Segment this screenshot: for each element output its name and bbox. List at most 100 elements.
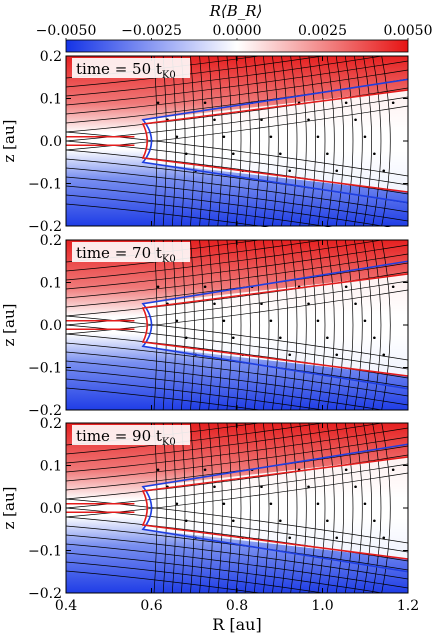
streamline-arrow bbox=[288, 353, 292, 357]
streamline bbox=[66, 167, 408, 213]
streamline bbox=[217, 423, 223, 593]
y-tick-label: −0.2 bbox=[28, 219, 62, 235]
streamline bbox=[326, 423, 335, 593]
streamline-arrow bbox=[203, 101, 207, 105]
colorbar-tick-label: −0.0050 bbox=[36, 23, 97, 39]
streamline-arrow bbox=[354, 118, 357, 122]
streamline bbox=[262, 423, 270, 593]
streamline-arrow bbox=[382, 353, 386, 357]
streamline bbox=[66, 96, 408, 142]
streamline bbox=[244, 56, 251, 227]
streamline bbox=[66, 262, 408, 308]
streamline bbox=[253, 240, 261, 410]
streamline bbox=[317, 56, 326, 227]
streamline-arrow bbox=[203, 468, 207, 472]
streamline bbox=[335, 423, 344, 593]
streamline bbox=[66, 324, 408, 370]
streamline-arrow bbox=[316, 135, 320, 139]
streamline bbox=[381, 56, 391, 227]
inner-disk-band bbox=[66, 499, 143, 517]
streamline-arrow bbox=[316, 502, 320, 506]
streamline bbox=[66, 240, 385, 281]
streamline bbox=[217, 240, 223, 410]
streamline bbox=[66, 289, 408, 335]
inner-contour bbox=[141, 273, 408, 377]
streamline-arrow bbox=[391, 101, 395, 105]
streamline bbox=[66, 203, 270, 227]
streamline-arrow bbox=[373, 336, 376, 340]
streamline bbox=[344, 56, 354, 227]
streamline-arrow bbox=[326, 519, 329, 523]
streamline-arrow bbox=[203, 285, 207, 289]
streamline-arrow bbox=[344, 101, 348, 105]
streamline-arrow bbox=[213, 485, 216, 489]
streamline bbox=[326, 56, 335, 227]
inner-contour bbox=[141, 456, 408, 560]
streamline-arrow bbox=[156, 468, 160, 472]
x-tick-label: 0.8 bbox=[226, 598, 248, 614]
streamline-arrow bbox=[326, 336, 329, 340]
streamline-arrow bbox=[269, 135, 273, 139]
streamline-arrow bbox=[222, 319, 226, 323]
y-axis-label-1: z [au] bbox=[0, 120, 18, 163]
streamline bbox=[272, 423, 279, 593]
colorbar-tick-label: 0.0025 bbox=[298, 23, 347, 39]
streamline-arrow bbox=[326, 152, 329, 156]
streamline bbox=[217, 56, 223, 227]
streamline bbox=[66, 534, 408, 580]
y-tick-label: 0.0 bbox=[40, 501, 62, 517]
streamline-arrow bbox=[335, 353, 339, 357]
streamline bbox=[66, 378, 326, 410]
panel-time-90: 0.2 0.1 0.0 −0.1 −0.20.4 0.6 0.8 1.0 1.2 bbox=[28, 416, 419, 614]
streamline-arrow bbox=[382, 536, 386, 540]
streamline bbox=[281, 56, 289, 227]
panel-plot-area bbox=[66, 240, 408, 410]
streamline-arrow bbox=[382, 169, 386, 173]
streamline bbox=[272, 56, 279, 227]
time-label-90: time = 90 tK0 bbox=[72, 425, 190, 448]
x-tick-label: 0.4 bbox=[55, 598, 77, 614]
streamline-arrow bbox=[175, 502, 179, 506]
streamline-arrow bbox=[316, 319, 320, 323]
streamline bbox=[262, 56, 270, 227]
streamline bbox=[66, 280, 408, 326]
streamline bbox=[66, 552, 385, 593]
streamline bbox=[326, 240, 335, 410]
streamline bbox=[66, 436, 408, 482]
streamline-arrow bbox=[231, 152, 235, 156]
streamline bbox=[308, 240, 317, 410]
streamline bbox=[66, 445, 408, 491]
streamline-arrow bbox=[335, 169, 339, 173]
streamline bbox=[66, 131, 408, 177]
streamline-arrow bbox=[288, 536, 292, 540]
streamline bbox=[190, 240, 195, 410]
streamline bbox=[290, 240, 298, 410]
streamline-arrow bbox=[231, 519, 235, 523]
streamline bbox=[66, 498, 408, 544]
streamline bbox=[66, 105, 408, 151]
streamline bbox=[199, 56, 205, 227]
streamline bbox=[190, 56, 195, 227]
contours bbox=[66, 260, 408, 390]
streamline-arrow bbox=[269, 319, 273, 323]
streamline bbox=[66, 176, 408, 222]
streamline bbox=[226, 56, 233, 227]
streamline bbox=[66, 140, 408, 186]
streamline-arrow bbox=[279, 152, 282, 156]
streamline bbox=[66, 423, 326, 455]
y-tick-label: −0.2 bbox=[28, 586, 62, 602]
streamline bbox=[66, 561, 326, 593]
y-tick-label: 0.2 bbox=[40, 233, 62, 249]
colorbar-ticks: −0.0050 −0.0025 0.0000 0.0025 0.0050 bbox=[36, 23, 433, 40]
streamline bbox=[335, 56, 344, 227]
streamline-arrow bbox=[156, 101, 160, 105]
time-label-70: time = 70 tK0 bbox=[72, 242, 190, 265]
streamline bbox=[66, 543, 408, 589]
x-tick-label: 1.0 bbox=[311, 598, 333, 614]
streamline bbox=[66, 369, 385, 410]
streamline bbox=[290, 56, 298, 227]
streamline bbox=[281, 423, 289, 593]
panel-plot-area bbox=[66, 56, 408, 227]
streamline bbox=[66, 244, 408, 290]
svg-text:time = 70 tK0: time = 70 tK0 bbox=[76, 244, 176, 265]
